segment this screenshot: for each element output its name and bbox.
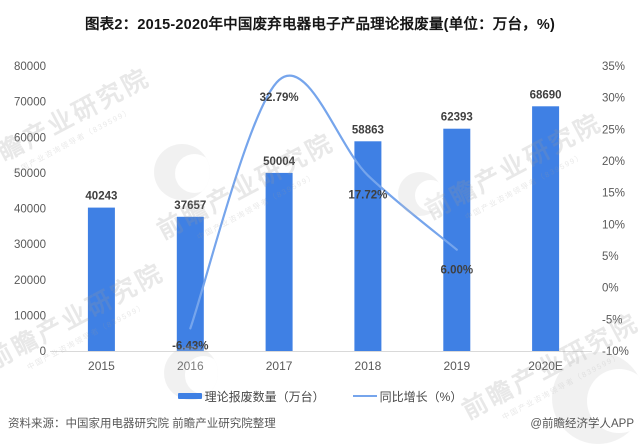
line-point-label: 32.79%: [260, 92, 299, 104]
source-note: 资料来源：中国家用电器研究院 前瞻产业研究院整理: [8, 418, 276, 430]
right-axis-tick: 30%: [602, 93, 625, 105]
left-axis-tick: 0: [40, 346, 46, 358]
legend-item-line: 同比增长（%）: [352, 388, 463, 405]
line-point-label: -6.43%: [172, 340, 208, 352]
x-axis-label: 2015: [88, 359, 115, 373]
right-axis-tick: 5%: [602, 251, 619, 263]
bar-value-label: 58863: [352, 124, 384, 136]
legend-item-bar: 理论报废数量（万台）: [177, 388, 325, 405]
bar-value-label: 37657: [174, 200, 206, 212]
right-axis-tick: 25%: [602, 124, 625, 136]
left-axis-tick: 20000: [14, 275, 46, 287]
chart-footer: 资料来源：中国家用电器研究院 前瞻产业研究院整理 @前瞻经济学人APP: [0, 413, 640, 433]
right-axis-tick: 0%: [602, 283, 619, 295]
left-axis-tick: 80000: [14, 61, 46, 73]
x-axis-label: 2020E: [528, 359, 563, 373]
legend-line-swatch: [352, 394, 377, 398]
bar-value-label: 50004: [263, 156, 296, 168]
growth-line: [189, 74, 458, 330]
right-axis-tick: 20%: [602, 156, 625, 168]
bar-2018: [354, 141, 382, 351]
x-axis-label: 2019: [443, 359, 470, 373]
bar-2017: [265, 172, 293, 351]
left-axis-tick: 70000: [14, 97, 46, 109]
legend-line-label: 同比增长（%）: [379, 389, 463, 404]
bar-2015: [87, 207, 115, 351]
x-axis-label: 2017: [266, 359, 293, 373]
right-axis-tick: 10%: [602, 219, 625, 231]
bar-value-label: 68690: [530, 89, 562, 101]
line-point-label: 17.72%: [348, 189, 387, 201]
left-axis-tick: 60000: [14, 132, 46, 144]
x-axis-label: 2018: [355, 359, 382, 373]
left-axis-tick: 50000: [14, 168, 46, 180]
chart-plot: 0 10000 20000 30000 40000 50000 60000 70000 8000…: [14, 61, 629, 373]
bar-2016: [176, 216, 204, 351]
bar-2020E: [532, 106, 560, 351]
right-axis-tick: 15%: [602, 188, 625, 200]
credit-note: @前瞻经济学人APP: [530, 418, 634, 430]
chart-legend: 理论报废数量（万台） 同比增长（%）: [0, 387, 640, 405]
left-axis-tick: 40000: [14, 204, 46, 216]
left-axis-tick: 10000: [14, 310, 46, 322]
bar-value-label: 62393: [441, 112, 473, 124]
bar-2019: [443, 128, 471, 351]
chart-title: 图表2：2015-2020年中国废弃电器电子产品理论报废量(单位：万台，%): [84, 17, 556, 33]
legend-bar-label: 理论报废数量（万台）: [204, 389, 325, 404]
line-point-label: 6.00%: [440, 265, 473, 277]
right-axis-tick: 35%: [602, 61, 625, 73]
x-axis-label: 2016: [177, 359, 204, 373]
right-axis-tick: -5%: [602, 314, 622, 326]
right-axis-tick: -10%: [602, 346, 629, 358]
bar-value-label: 40243: [85, 191, 117, 203]
left-axis-tick: 30000: [14, 239, 46, 251]
legend-bar-swatch: [177, 393, 202, 399]
